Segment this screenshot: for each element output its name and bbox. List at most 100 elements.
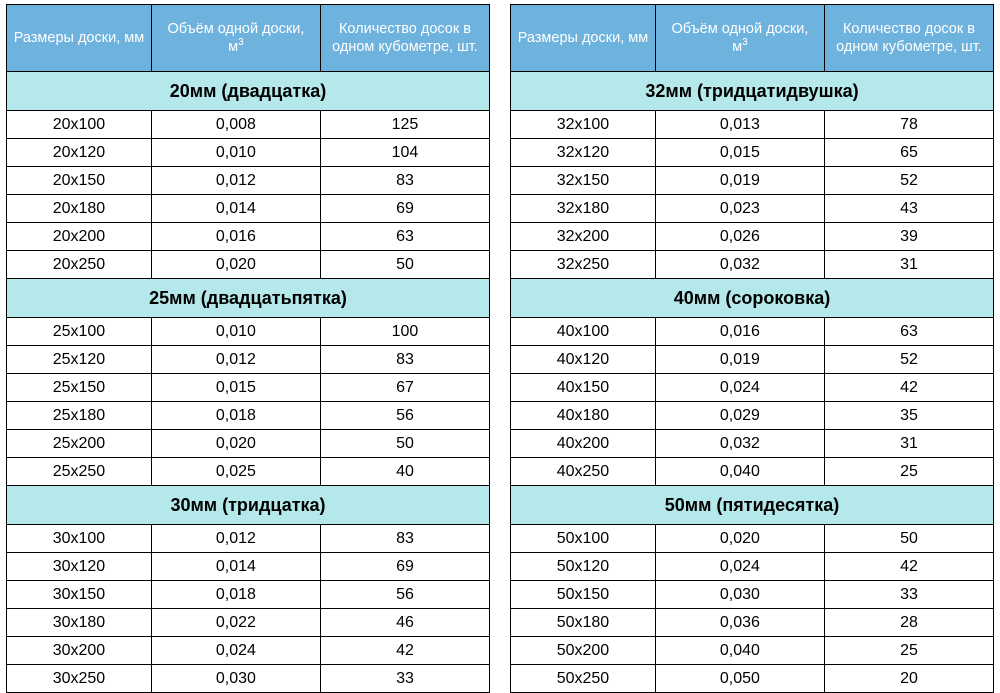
cell-count: 42	[824, 553, 993, 581]
cell-size: 32x100	[511, 111, 656, 139]
header-volume: Объём одной доски, м3	[151, 5, 320, 72]
cell-volume: 0,032	[655, 251, 824, 279]
cell-volume: 0,018	[151, 581, 320, 609]
cell-count: 65	[824, 139, 993, 167]
table-row: 30x2500,03033	[7, 665, 490, 693]
section-row: 50мм (пятидесятка)	[511, 486, 994, 525]
cell-count: 52	[824, 346, 993, 374]
cell-count: 63	[824, 318, 993, 346]
table-row: 30x1800,02246	[7, 609, 490, 637]
table-row: 40x1000,01663	[511, 318, 994, 346]
left-column: Размеры доски, мм Объём одной доски, м3 …	[6, 4, 490, 688]
table-row: 40x2000,03231	[511, 430, 994, 458]
cell-size: 20x180	[7, 195, 152, 223]
section-row: 20мм (двадцатка)	[7, 72, 490, 111]
table-row: 32x2000,02639	[511, 223, 994, 251]
cell-count: 42	[824, 374, 993, 402]
cell-size: 30x200	[7, 637, 152, 665]
table-row: 40x1200,01952	[511, 346, 994, 374]
cell-size: 40x200	[511, 430, 656, 458]
cell-count: 83	[320, 525, 489, 553]
cell-size: 40x120	[511, 346, 656, 374]
cell-size: 32x200	[511, 223, 656, 251]
cell-volume: 0,014	[151, 553, 320, 581]
cell-volume: 0,050	[655, 665, 824, 693]
cell-volume: 0,012	[151, 167, 320, 195]
cell-volume: 0,030	[655, 581, 824, 609]
cell-size: 40x150	[511, 374, 656, 402]
cell-volume: 0,024	[655, 374, 824, 402]
section-title: 30мм (тридцатка)	[7, 486, 490, 525]
table-row: 25x1500,01567	[7, 374, 490, 402]
table-row: 25x2500,02540	[7, 458, 490, 486]
cell-volume: 0,010	[151, 318, 320, 346]
table-row: 25x1000,010100	[7, 318, 490, 346]
header-row: Размеры доски, мм Объём одной доски, м3 …	[511, 5, 994, 72]
cell-count: 56	[320, 581, 489, 609]
cell-count: 25	[824, 637, 993, 665]
section-title: 32мм (тридцатидвушка)	[511, 72, 994, 111]
cell-volume: 0,019	[655, 346, 824, 374]
cell-count: 50	[824, 525, 993, 553]
cell-count: 43	[824, 195, 993, 223]
cell-size: 32x180	[511, 195, 656, 223]
cell-size: 30x250	[7, 665, 152, 693]
cell-volume: 0,020	[151, 251, 320, 279]
cell-count: 33	[320, 665, 489, 693]
cell-volume: 0,018	[151, 402, 320, 430]
cell-volume: 0,040	[655, 458, 824, 486]
cell-volume: 0,014	[151, 195, 320, 223]
cell-size: 25x250	[7, 458, 152, 486]
header-volume: Объём одной доски, м3	[655, 5, 824, 72]
cell-volume: 0,024	[151, 637, 320, 665]
cell-size: 20x200	[7, 223, 152, 251]
table-row: 20x2500,02050	[7, 251, 490, 279]
cell-size: 40x180	[511, 402, 656, 430]
cell-count: 83	[320, 167, 489, 195]
cell-size: 25x180	[7, 402, 152, 430]
header-count: Количество досок в одном кубометре, шт.	[320, 5, 489, 72]
table-row: 40x2500,04025	[511, 458, 994, 486]
cell-volume: 0,008	[151, 111, 320, 139]
section-title: 50мм (пятидесятка)	[511, 486, 994, 525]
section-title: 20мм (двадцатка)	[7, 72, 490, 111]
cell-volume: 0,010	[151, 139, 320, 167]
cell-size: 40x100	[511, 318, 656, 346]
table-row: 40x1800,02935	[511, 402, 994, 430]
cell-volume: 0,032	[655, 430, 824, 458]
cell-volume: 0,016	[655, 318, 824, 346]
cell-volume: 0,016	[151, 223, 320, 251]
cell-volume: 0,022	[151, 609, 320, 637]
cell-count: 63	[320, 223, 489, 251]
table-row: 25x1200,01283	[7, 346, 490, 374]
table-row: 32x1000,01378	[511, 111, 994, 139]
cell-volume: 0,020	[151, 430, 320, 458]
cell-count: 69	[320, 553, 489, 581]
cell-count: 50	[320, 251, 489, 279]
section-row: 40мм (сороковка)	[511, 279, 994, 318]
cell-volume: 0,019	[655, 167, 824, 195]
cell-count: 78	[824, 111, 993, 139]
cell-count: 69	[320, 195, 489, 223]
table-row: 20x1800,01469	[7, 195, 490, 223]
section-row: 32мм (тридцатидвушка)	[511, 72, 994, 111]
cell-volume: 0,015	[151, 374, 320, 402]
cell-count: 83	[320, 346, 489, 374]
right-tbody: 32мм (тридцатидвушка)32x1000,0137832x120…	[511, 72, 994, 693]
header-size: Размеры доски, мм	[511, 5, 656, 72]
table-row: 50x1800,03628	[511, 609, 994, 637]
cell-count: 31	[824, 251, 993, 279]
cell-size: 32x250	[511, 251, 656, 279]
cell-volume: 0,024	[655, 553, 824, 581]
left-tbody: 20мм (двадцатка)20x1000,00812520x1200,01…	[7, 72, 490, 693]
table-row: 20x1000,008125	[7, 111, 490, 139]
cell-count: 40	[320, 458, 489, 486]
cell-volume: 0,030	[151, 665, 320, 693]
table-row: 30x1000,01283	[7, 525, 490, 553]
table-row: 50x1200,02442	[511, 553, 994, 581]
cell-count: 50	[320, 430, 489, 458]
cell-count: 35	[824, 402, 993, 430]
table-row: 20x2000,01663	[7, 223, 490, 251]
section-row: 30мм (тридцатка)	[7, 486, 490, 525]
table-row: 50x1000,02050	[511, 525, 994, 553]
